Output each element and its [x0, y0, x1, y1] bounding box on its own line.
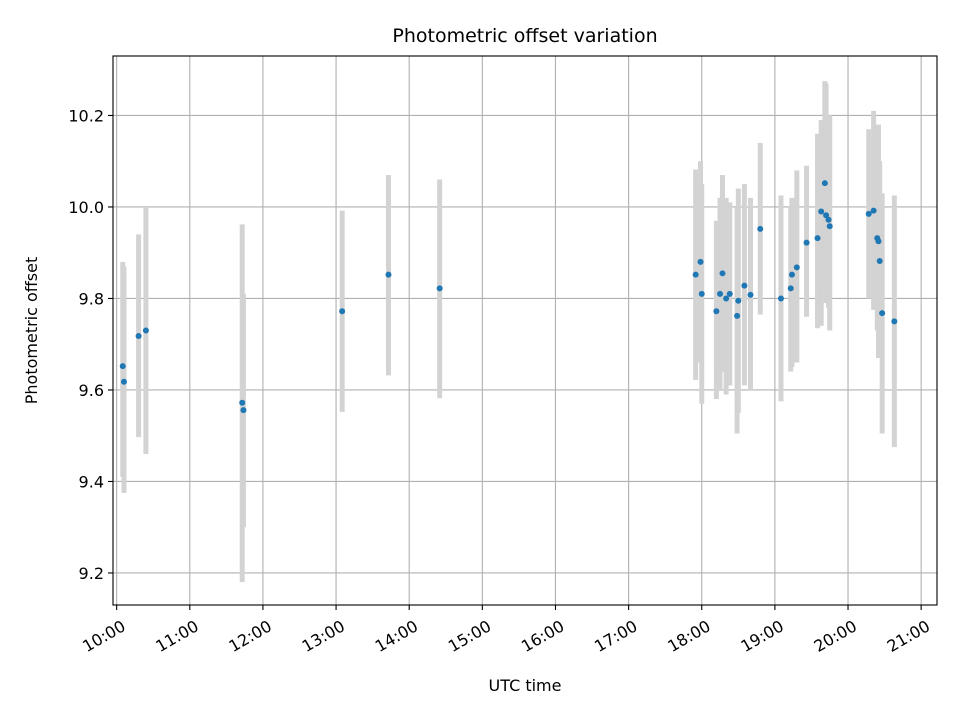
data-points	[119, 180, 898, 414]
data-point	[818, 208, 825, 215]
data-point	[825, 216, 832, 223]
data-point	[120, 378, 127, 385]
y-tick-label: 10.0	[68, 198, 104, 217]
data-point	[735, 297, 742, 304]
data-point	[698, 290, 705, 297]
data-point	[726, 290, 733, 297]
data-point	[875, 238, 882, 245]
y-axis-ticks: 9.2 9.4 9.6 9.8 10.0 10.2	[68, 106, 113, 583]
data-point	[891, 318, 898, 325]
y-tick-label: 10.2	[68, 106, 104, 125]
data-point	[135, 332, 142, 339]
data-point	[719, 270, 726, 277]
data-point	[821, 180, 828, 187]
data-point	[747, 291, 754, 298]
plot-area-frame	[112, 55, 938, 606]
data-point	[803, 239, 810, 246]
data-point	[757, 225, 764, 232]
data-point	[777, 295, 784, 302]
x-axis-title: UTC time	[489, 676, 562, 695]
y-tick-label: 9.2	[79, 564, 104, 583]
data-point	[339, 308, 346, 315]
data-point	[717, 290, 724, 297]
data-point	[723, 295, 730, 302]
data-point	[436, 285, 443, 292]
data-point	[793, 264, 800, 271]
data-point	[879, 310, 886, 317]
data-point	[734, 312, 741, 319]
grid	[113, 56, 937, 605]
data-point	[788, 271, 795, 278]
data-point	[876, 257, 883, 264]
data-point	[741, 282, 748, 289]
data-point	[240, 407, 247, 414]
data-point	[142, 327, 149, 334]
y-tick-label: 9.4	[79, 472, 104, 491]
data-point	[865, 210, 872, 217]
data-point	[870, 207, 877, 214]
data-point	[692, 271, 699, 278]
data-point	[239, 399, 246, 406]
data-point	[787, 285, 794, 292]
y-axis-title: Photometric offset	[22, 257, 41, 405]
data-point	[713, 308, 720, 315]
chart-title: Photometric offset variation	[392, 25, 657, 47]
data-point	[119, 363, 126, 370]
data-point	[814, 235, 821, 242]
data-point	[823, 212, 830, 219]
data-point	[385, 271, 392, 278]
y-tick-label: 9.8	[79, 289, 104, 308]
y-tick-label: 9.6	[79, 381, 104, 400]
data-point	[826, 223, 833, 230]
data-point	[697, 258, 704, 265]
